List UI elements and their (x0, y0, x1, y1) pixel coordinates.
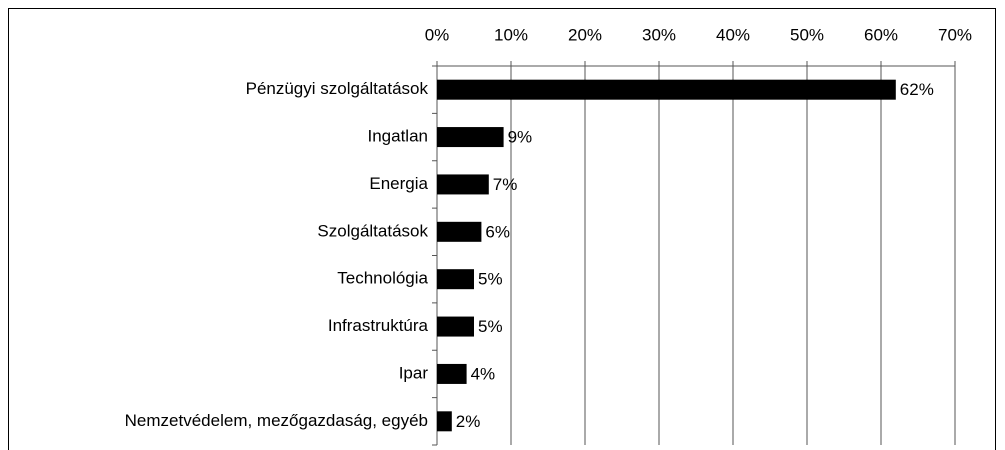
value-label: 7% (493, 175, 518, 194)
bar (437, 269, 474, 290)
x-tick-label: 40% (716, 25, 750, 44)
y-tick-label: Energia (369, 174, 428, 193)
value-label: 62% (900, 80, 934, 99)
value-label: 6% (485, 222, 510, 241)
bar (437, 221, 482, 242)
y-tick-label: Infrastruktúra (328, 316, 429, 335)
y-tick-label: Szolgáltatások (317, 221, 428, 240)
x-tick-label: 60% (864, 25, 898, 44)
value-label: 2% (456, 412, 481, 431)
bar (437, 411, 452, 432)
value-label: 5% (478, 317, 503, 336)
bar (437, 363, 467, 384)
value-label: 9% (508, 128, 533, 147)
y-tick-label: Nemzetvédelem, mezőgazdaság, egyéb (125, 411, 428, 430)
value-label: 5% (478, 270, 503, 289)
y-tick-label: Pénzügyi szolgáltatások (246, 79, 429, 98)
x-tick-label: 20% (568, 25, 602, 44)
y-tick-label: Ingatlan (368, 127, 429, 146)
value-label: 4% (471, 364, 496, 383)
bar (437, 316, 474, 337)
x-tick-label: 50% (790, 25, 824, 44)
y-tick-label: Ipar (399, 363, 429, 382)
x-tick-label: 10% (494, 25, 528, 44)
x-tick-label: 0% (425, 25, 450, 44)
x-tick-label: 30% (642, 25, 676, 44)
chart-frame (8, 8, 996, 450)
y-tick-label: Technológia (337, 269, 428, 288)
bar (437, 79, 896, 100)
bar (437, 127, 504, 148)
x-tick-label: 70% (938, 25, 972, 44)
bar (437, 174, 489, 195)
